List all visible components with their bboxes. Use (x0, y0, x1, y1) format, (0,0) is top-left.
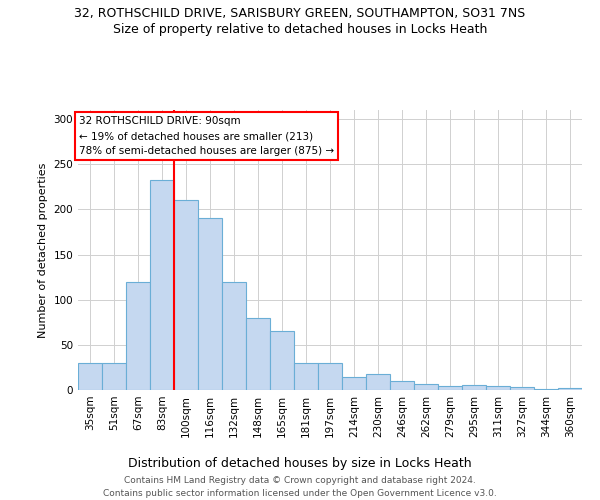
Bar (534, 389, 558, 390)
Y-axis label: Number of detached properties: Number of detached properties (38, 162, 48, 338)
Bar (246, 318, 270, 390)
Bar (486, 386, 510, 390)
Bar (102, 363, 126, 390)
Bar (366, 374, 390, 390)
Bar (126, 282, 150, 390)
Text: 32 ROTHSCHILD DRIVE: 90sqm
← 19% of detached houses are smaller (213)
78% of sem: 32 ROTHSCHILD DRIVE: 90sqm ← 19% of deta… (79, 116, 334, 156)
Bar (294, 363, 318, 390)
Bar (318, 363, 342, 390)
Text: 32, ROTHSCHILD DRIVE, SARISBURY GREEN, SOUTHAMPTON, SO31 7NS: 32, ROTHSCHILD DRIVE, SARISBURY GREEN, S… (74, 8, 526, 20)
Bar (222, 282, 246, 390)
Bar (462, 386, 486, 390)
Bar (510, 388, 534, 390)
Bar (414, 384, 438, 390)
Bar (174, 200, 198, 390)
Bar (558, 388, 582, 390)
Text: Contains HM Land Registry data © Crown copyright and database right 2024.
Contai: Contains HM Land Registry data © Crown c… (103, 476, 497, 498)
Bar (198, 218, 222, 390)
Bar (150, 180, 174, 390)
Bar (78, 363, 102, 390)
Bar (342, 378, 366, 390)
Bar (390, 381, 414, 390)
Bar (438, 386, 462, 390)
Text: Size of property relative to detached houses in Locks Heath: Size of property relative to detached ho… (113, 22, 487, 36)
Text: Distribution of detached houses by size in Locks Heath: Distribution of detached houses by size … (128, 458, 472, 470)
Bar (270, 332, 294, 390)
